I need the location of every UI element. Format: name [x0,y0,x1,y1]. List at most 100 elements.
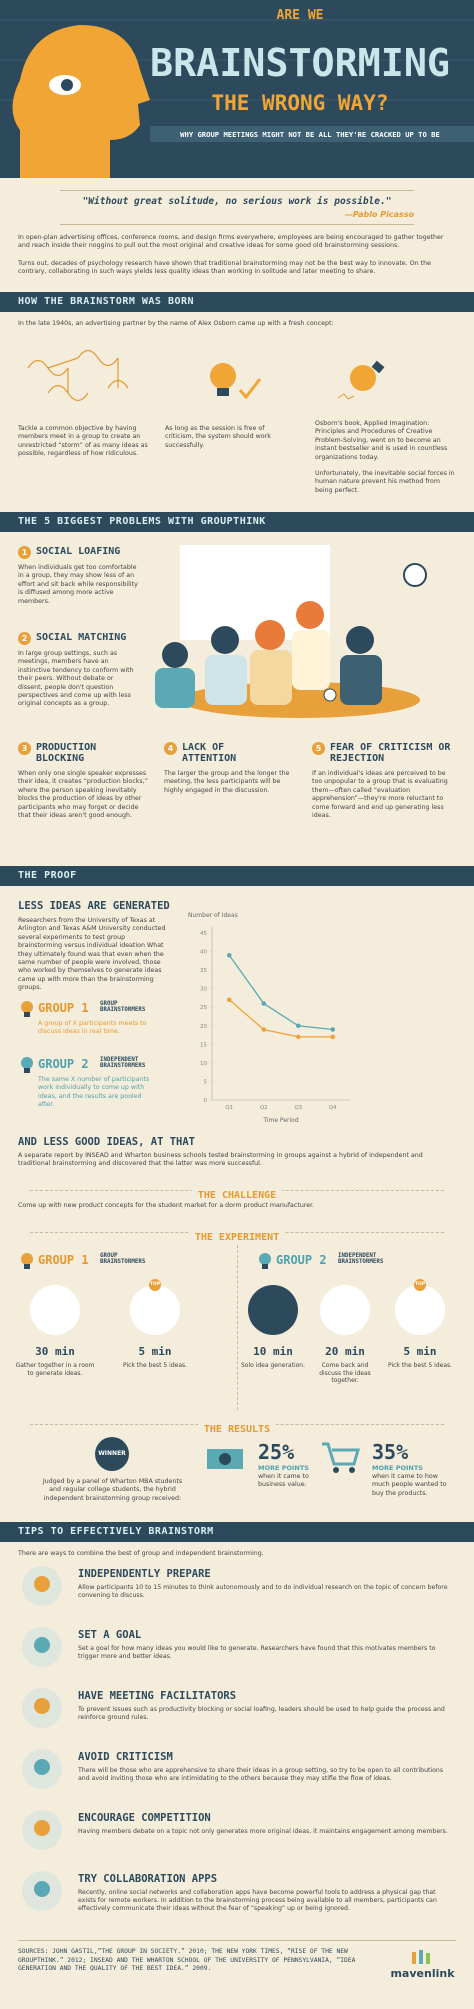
step-icon [130,1285,180,1335]
tip-icon-mark [34,1759,50,1775]
y-tick-label: 20 [200,1024,207,1030]
results-text: Judged by a panel of Wharton MBA student… [42,1478,183,1502]
x-axis-label: Time Period [262,1117,298,1124]
bulb-icon [21,1253,33,1269]
proof-text: Researchers from the University of Texas… [18,917,166,992]
result-label: MORE POINTS [258,1464,309,1472]
tip-title: ENCOURAGE COMPETITION [78,1812,211,1824]
tip-text: Recently, online social networks and col… [78,1889,437,1912]
sources: SOURCES: JOHN GASTIL,“THE GROUP IN SOCIE… [18,1948,356,1972]
x-tick-label: Q1 [225,1105,233,1111]
step-icon [395,1285,445,1335]
group-kind: GROUP BRAINSTORMERS [100,1001,146,1013]
result-value: 25% [258,1440,295,1464]
result-text: when it came to how much people wanted t… [372,1473,447,1497]
tip-title: HAVE MEETING FACILITATORS [78,1690,237,1702]
quote: "Without great solitude, no serious work… [82,196,392,207]
problem-number: 2 [18,632,31,645]
results-title: THE RESULTS [197,1424,277,1435]
header: ARE WE BRAINSTORMING THE WRONG WAY? WHY … [0,0,474,178]
step-text: Gather together in a room to generate id… [15,1362,95,1377]
y-tick-label: 0 [204,1098,208,1104]
experiment-title-wrap: THE EXPERIMENT [0,1225,474,1244]
line-chart: Number of Ideas 0 5 10 15 20 25 30 35 40 45 Q1 Q2 Q3 Q… [188,912,350,1124]
divider [237,1245,238,1410]
group-kind: INDEPENDENT BRAINSTORMERS [100,1057,146,1069]
results-title-wrap: THE RESULTS [0,1417,474,1436]
y-tick-label: 45 [200,931,207,937]
problem-title: LACK OF ATTENTION [182,742,237,764]
section-banner: TIPS TO EFFECTIVELY BRAINSTORM [0,1522,474,1542]
problem-number: 4 [164,742,177,755]
group-text: A group of X participants meets to discu… [38,1020,147,1036]
meeting-illustration [155,545,427,718]
born-text: Tackle a common objective by having memb… [18,425,148,458]
data-point [226,997,232,1003]
tip-text: There will be those who are apprehensive… [78,1767,444,1782]
step-time: 5 min [403,1345,437,1358]
problem-title: PRODUCTION BLOCKING [36,742,97,764]
coffee [323,688,337,702]
problem-title: FEAR OF CRITICISM OR REJECTION [330,742,451,764]
x-tick-label: Q4 [329,1105,337,1111]
subtitle: WHY GROUP MEETINGS MIGHT NOT BE ALL THEY… [180,130,440,139]
step-time: 5 min [138,1345,172,1358]
y-tick-label: 15 [200,1042,207,1048]
step-time: 30 min [35,1345,75,1358]
tip-icon [22,1688,62,1728]
bulb-icon [21,1001,33,1017]
section-banner: THE PROOF [0,866,474,886]
challenge-title: THE CHALLENGE [191,1190,283,1201]
x-tick-label: Q2 [260,1105,268,1111]
person [205,655,247,705]
problem-text: When individuals get too comfortable in … [18,564,138,605]
top-badge: TOP [414,1279,426,1291]
clock [403,563,427,587]
data-point [226,952,232,958]
data-point [330,1027,336,1032]
section-title: THE 5 BIGGEST PROBLEMS WITH GROUPTHINK [18,516,266,527]
group-label: GROUP 2 [276,1253,327,1267]
tip-text: To prevent issues such as productivity b… [78,1706,445,1721]
tip-icon [22,1871,62,1911]
y-tick-label: 10 [200,1061,207,1067]
brand: mavenlink [390,1967,455,1980]
tip-icon-mark [34,1698,50,1714]
problem-title: SOCIAL MATCHING [36,632,127,643]
result-value: 35% [372,1440,409,1464]
less-good-text: A separate report by INSEAD and Wharton … [18,1152,423,1168]
pupil [61,79,73,91]
group-kind: GROUP BRAINSTORMERS [100,1253,146,1265]
problem-text: In large group settings, such as meeting… [18,650,134,708]
born-text: Osborn's book, Applied Imagination: Prin… [315,420,448,461]
rule [60,190,414,191]
person [250,650,292,705]
money-icon [207,1449,243,1469]
step-text: Solo idea generation. [240,1362,305,1369]
person [292,630,330,690]
step-icon [320,1285,370,1335]
head-silhouette [12,25,150,178]
tips-intro: There are ways to combine the best of gr… [18,1550,264,1557]
less-good-heading: AND LESS GOOD IDEAS, AT THAT [18,1136,196,1148]
section-title: HOW THE BRAINSTORM WAS BORN [18,296,195,307]
data-point [261,1027,267,1032]
problem-text: If an individual's ideas are perceived t… [312,770,448,820]
problem-number: 5 [312,742,325,755]
intro-text: Turns out, decades of psychology researc… [18,260,431,276]
experiment-title: THE EXPERIMENT [188,1232,286,1243]
section-title: THE PROOF [18,870,77,881]
born-text: Unfortunately, the inevitable social for… [315,470,455,494]
challenge-title-wrap: THE CHALLENGE [0,1183,474,1202]
group-label: GROUP 1 [38,1001,89,1015]
series-line [228,954,333,1031]
tip-title: INDEPENDENTLY PREPARE [78,1568,211,1580]
group-text: The same X number of participants work i… [38,1076,150,1109]
step-icon [30,1285,80,1335]
step-time: 10 min [253,1345,293,1358]
rule [18,1940,456,1941]
data-point [295,1023,301,1029]
y-tick-label: 25 [200,1005,207,1011]
title-2: THE WRONG WAY? [211,91,388,115]
problem-title: SOCIAL LOAFING [36,546,121,557]
